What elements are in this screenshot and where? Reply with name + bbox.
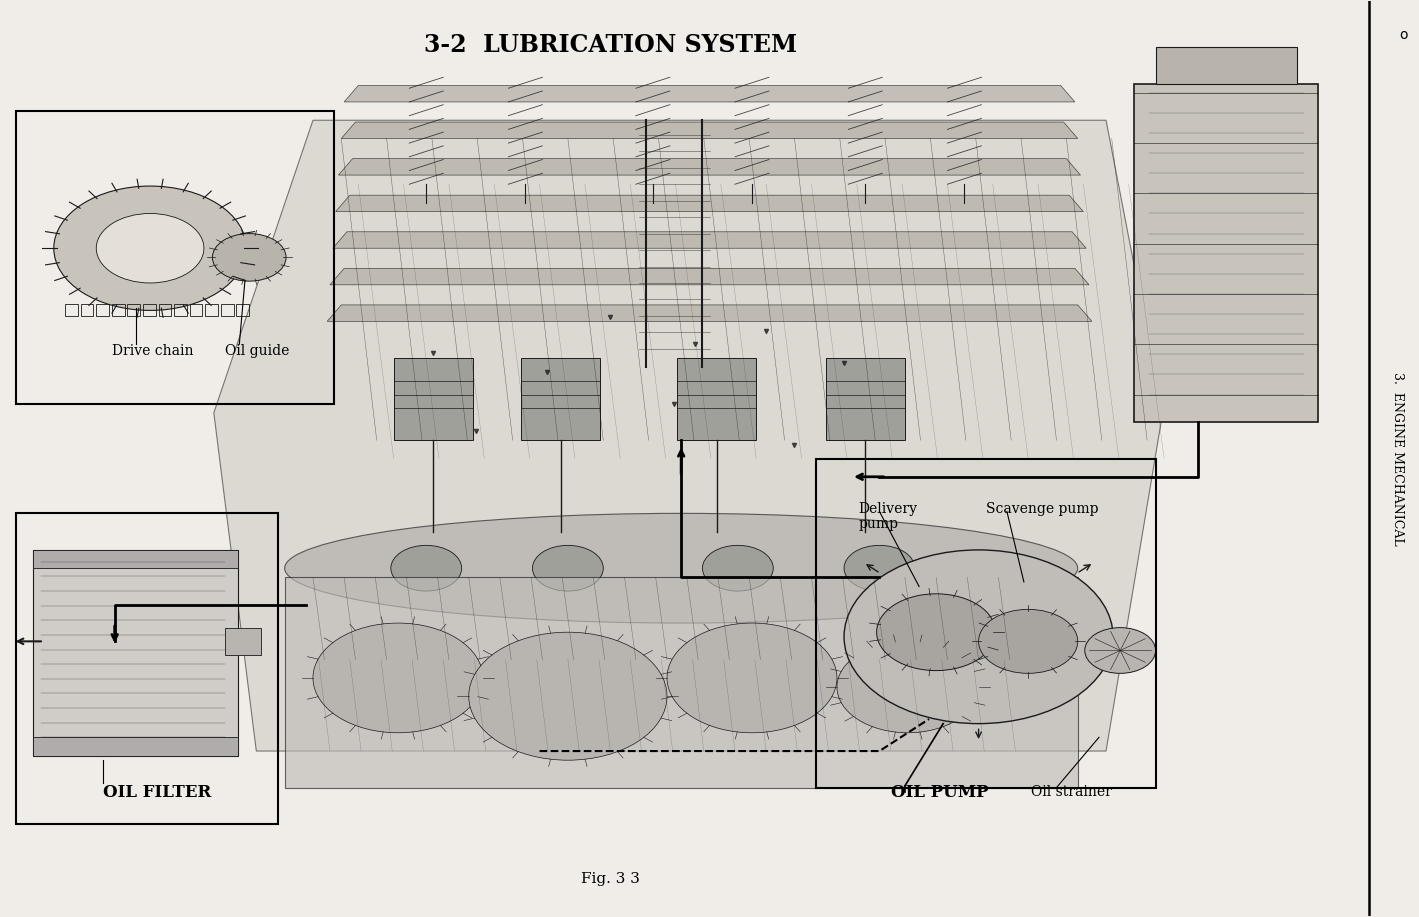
Text: o: o [1399,28,1408,41]
Text: Oil strainer: Oil strainer [1032,785,1112,800]
Text: Drive chain: Drive chain [112,344,193,358]
Bar [33,550,238,569]
Bar [16,514,278,824]
Text: Oil guide: Oil guide [226,344,289,358]
Circle shape [667,623,837,733]
Bar [81,304,94,315]
Circle shape [468,632,667,760]
Bar [128,304,140,315]
Ellipse shape [285,514,1077,623]
Polygon shape [331,269,1088,285]
Bar [285,578,1077,788]
Circle shape [702,546,773,591]
Polygon shape [336,195,1083,212]
Bar [237,304,250,315]
Circle shape [213,234,287,282]
Bar [175,304,187,315]
Circle shape [877,594,996,670]
Text: pump: pump [858,517,898,531]
Polygon shape [214,120,1162,751]
Bar [521,358,600,440]
Bar [143,304,156,315]
Circle shape [54,186,247,310]
Circle shape [837,641,979,733]
Text: 3.  ENGINE MECHANICAL: 3. ENGINE MECHANICAL [1391,371,1405,546]
Text: OIL FILTER: OIL FILTER [104,784,211,801]
Bar [393,358,473,440]
Polygon shape [345,85,1074,102]
Circle shape [314,623,482,733]
Polygon shape [328,305,1091,321]
Polygon shape [339,159,1080,175]
Text: Delivery: Delivery [858,502,917,515]
Text: OIL PUMP: OIL PUMP [891,784,988,801]
Text: Fig. 3 3: Fig. 3 3 [580,872,640,887]
Bar [677,358,756,440]
Bar [96,304,109,315]
Bar [226,627,261,655]
Text: Scavenge pump: Scavenge pump [986,502,1098,515]
Polygon shape [342,122,1077,138]
Bar [33,550,238,756]
Bar [1134,83,1318,422]
Circle shape [532,546,603,591]
Circle shape [96,214,204,283]
Bar [826,358,905,440]
Bar [190,304,203,315]
Bar [65,304,78,315]
Text: 3-2  LUBRICATION SYSTEM: 3-2 LUBRICATION SYSTEM [424,33,797,58]
Bar [33,737,238,756]
Circle shape [390,546,461,591]
Bar [206,304,219,315]
Circle shape [1084,627,1155,673]
Bar [16,111,335,403]
Circle shape [979,610,1077,673]
Polygon shape [333,232,1086,249]
Bar [816,458,1155,788]
Circle shape [844,550,1112,724]
Circle shape [844,546,915,591]
Bar [1155,47,1297,83]
Bar [112,304,125,315]
Bar [221,304,234,315]
Bar [159,304,172,315]
